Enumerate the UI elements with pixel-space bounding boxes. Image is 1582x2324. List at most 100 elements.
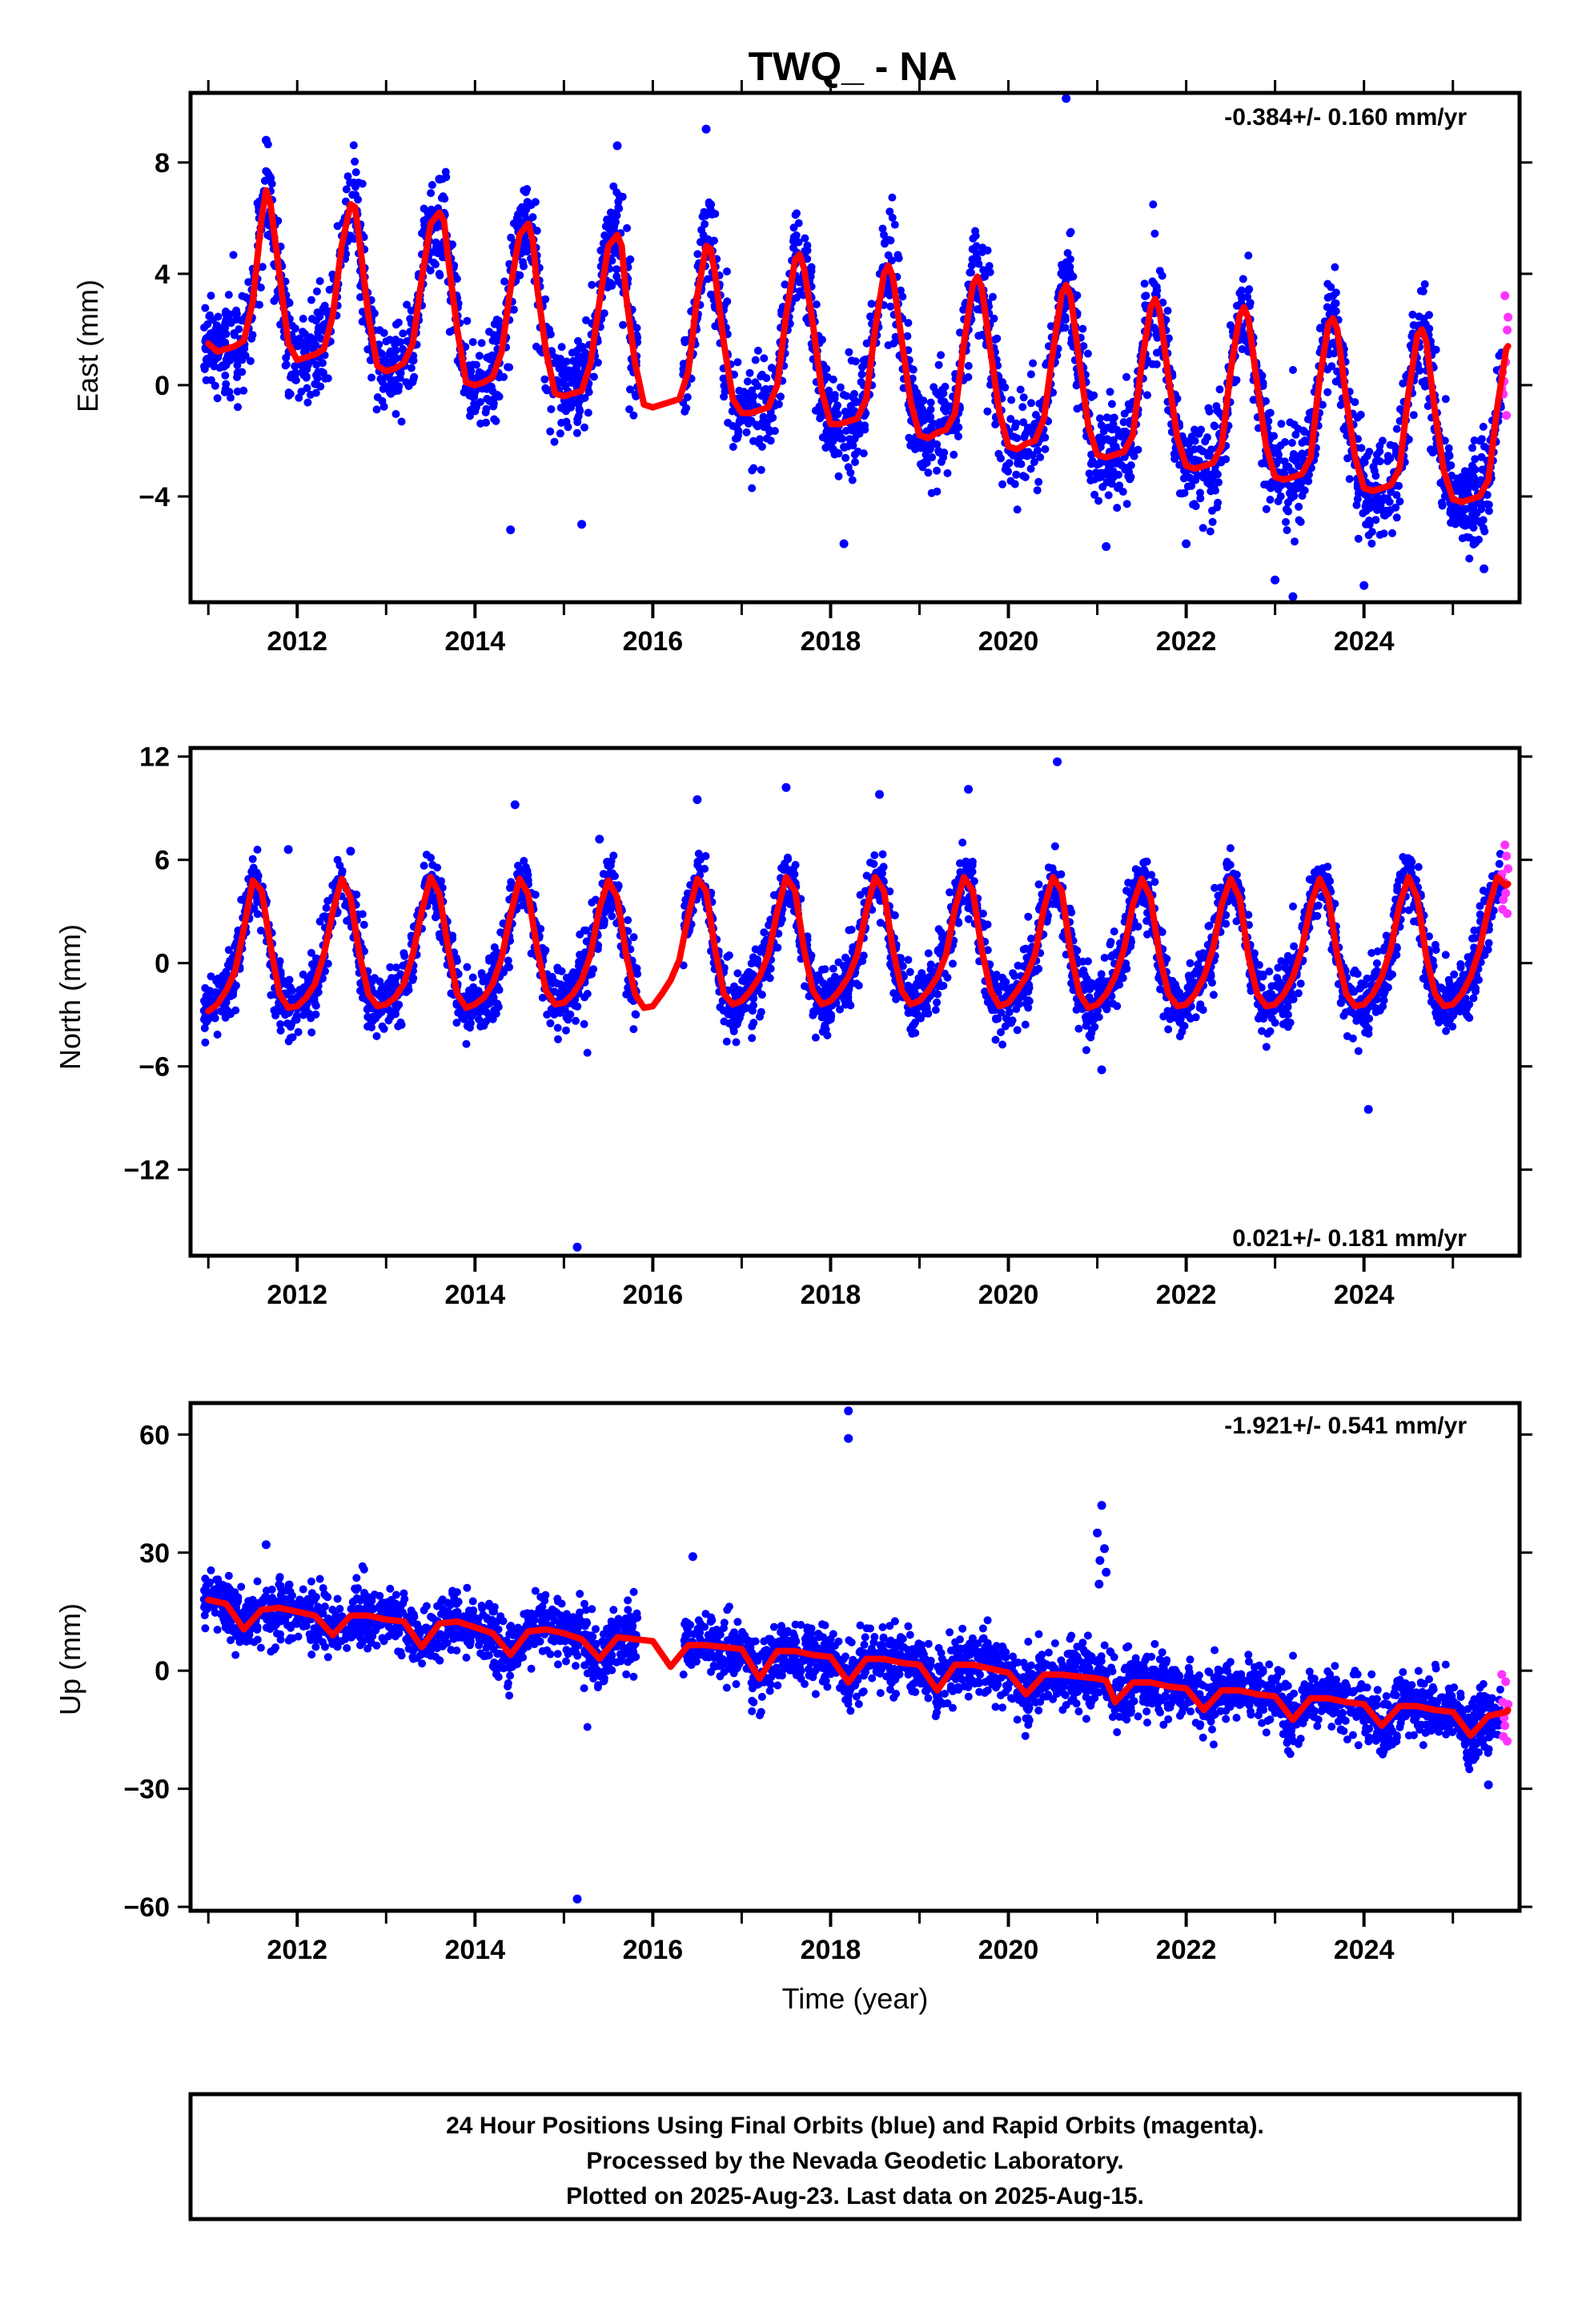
data-point bbox=[312, 287, 321, 296]
data-point bbox=[338, 869, 346, 878]
data-point bbox=[513, 223, 521, 231]
data-point bbox=[562, 1026, 570, 1035]
east-model-curve bbox=[205, 187, 1512, 505]
data-point bbox=[603, 215, 612, 224]
data-point bbox=[1274, 485, 1283, 494]
data-point bbox=[391, 376, 400, 384]
data-point bbox=[904, 319, 913, 328]
data-point bbox=[1449, 507, 1457, 516]
outlier-point bbox=[1288, 592, 1298, 601]
data-point bbox=[729, 443, 737, 451]
data-point bbox=[840, 443, 849, 452]
data-point bbox=[967, 261, 976, 270]
data-point bbox=[391, 410, 400, 418]
data-point bbox=[322, 903, 331, 912]
data-point bbox=[403, 300, 412, 309]
data-point bbox=[1284, 462, 1293, 471]
data-point bbox=[504, 956, 512, 965]
data-point bbox=[748, 484, 757, 493]
data-point bbox=[333, 222, 342, 231]
data-point bbox=[839, 391, 848, 399]
north-final-orbit-points bbox=[199, 757, 1506, 1252]
data-point bbox=[1155, 267, 1164, 275]
data-point bbox=[925, 415, 934, 424]
data-point bbox=[1284, 507, 1292, 516]
data-point bbox=[572, 428, 581, 437]
data-point bbox=[201, 345, 210, 354]
data-point bbox=[229, 251, 238, 259]
data-point bbox=[1390, 442, 1399, 451]
data-point bbox=[1366, 498, 1375, 507]
data-point bbox=[580, 423, 588, 432]
data-point bbox=[1287, 439, 1296, 447]
data-point bbox=[1215, 478, 1223, 487]
data-point bbox=[1108, 438, 1117, 447]
data-point bbox=[303, 398, 312, 407]
data-point bbox=[294, 1027, 303, 1036]
data-point bbox=[1288, 485, 1297, 493]
data-point bbox=[489, 395, 498, 404]
data-point bbox=[1453, 474, 1462, 483]
data-point bbox=[914, 392, 923, 401]
data-point bbox=[974, 332, 983, 340]
data-point bbox=[1476, 519, 1485, 528]
data-point bbox=[1477, 500, 1486, 509]
data-point bbox=[1373, 505, 1382, 514]
data-point bbox=[1026, 423, 1035, 432]
data-point bbox=[466, 405, 475, 414]
data-point bbox=[614, 197, 623, 206]
data-point bbox=[1354, 534, 1363, 543]
data-point bbox=[933, 466, 942, 475]
data-point bbox=[812, 300, 821, 309]
data-point bbox=[1471, 455, 1480, 464]
data-point bbox=[834, 472, 843, 480]
data-point bbox=[1448, 1022, 1457, 1031]
data-point bbox=[795, 287, 804, 296]
data-point bbox=[1379, 493, 1388, 502]
data-point bbox=[603, 283, 612, 292]
data-point bbox=[917, 410, 926, 419]
data-point bbox=[238, 368, 247, 376]
data-point bbox=[912, 438, 921, 447]
outlier-point bbox=[577, 520, 587, 529]
data-point bbox=[1300, 486, 1309, 495]
data-point bbox=[366, 356, 375, 364]
data-point bbox=[1102, 478, 1111, 487]
x-tick-label: 2016 bbox=[623, 626, 684, 657]
data-point bbox=[1458, 519, 1467, 528]
data-point bbox=[1050, 842, 1059, 850]
data-point bbox=[1143, 391, 1151, 400]
data-point bbox=[950, 450, 958, 459]
data-point bbox=[791, 211, 800, 219]
data-point bbox=[985, 262, 994, 271]
data-point bbox=[1478, 465, 1487, 474]
data-point bbox=[221, 371, 230, 380]
data-point bbox=[946, 888, 954, 897]
data-point bbox=[990, 336, 999, 344]
data-point bbox=[1097, 421, 1106, 429]
data-point bbox=[1006, 476, 1015, 485]
data-point bbox=[729, 421, 737, 430]
data-point bbox=[483, 395, 492, 403]
data-point bbox=[608, 256, 616, 265]
data-point bbox=[483, 353, 492, 362]
data-point bbox=[217, 324, 226, 332]
data-point bbox=[234, 403, 242, 412]
data-point bbox=[1147, 870, 1156, 879]
data-point bbox=[452, 1019, 461, 1027]
data-point bbox=[1431, 345, 1440, 354]
data-point bbox=[633, 333, 642, 342]
data-point bbox=[723, 267, 731, 275]
data-point bbox=[885, 235, 893, 244]
data-point bbox=[1323, 388, 1332, 396]
data-point bbox=[926, 444, 935, 452]
data-point bbox=[888, 193, 897, 202]
data-point bbox=[1024, 912, 1033, 921]
data-point bbox=[462, 1039, 471, 1048]
data-point bbox=[757, 370, 766, 379]
data-point bbox=[966, 268, 975, 277]
data-point bbox=[1299, 477, 1307, 485]
data-point bbox=[211, 325, 220, 334]
data-point bbox=[632, 324, 641, 332]
